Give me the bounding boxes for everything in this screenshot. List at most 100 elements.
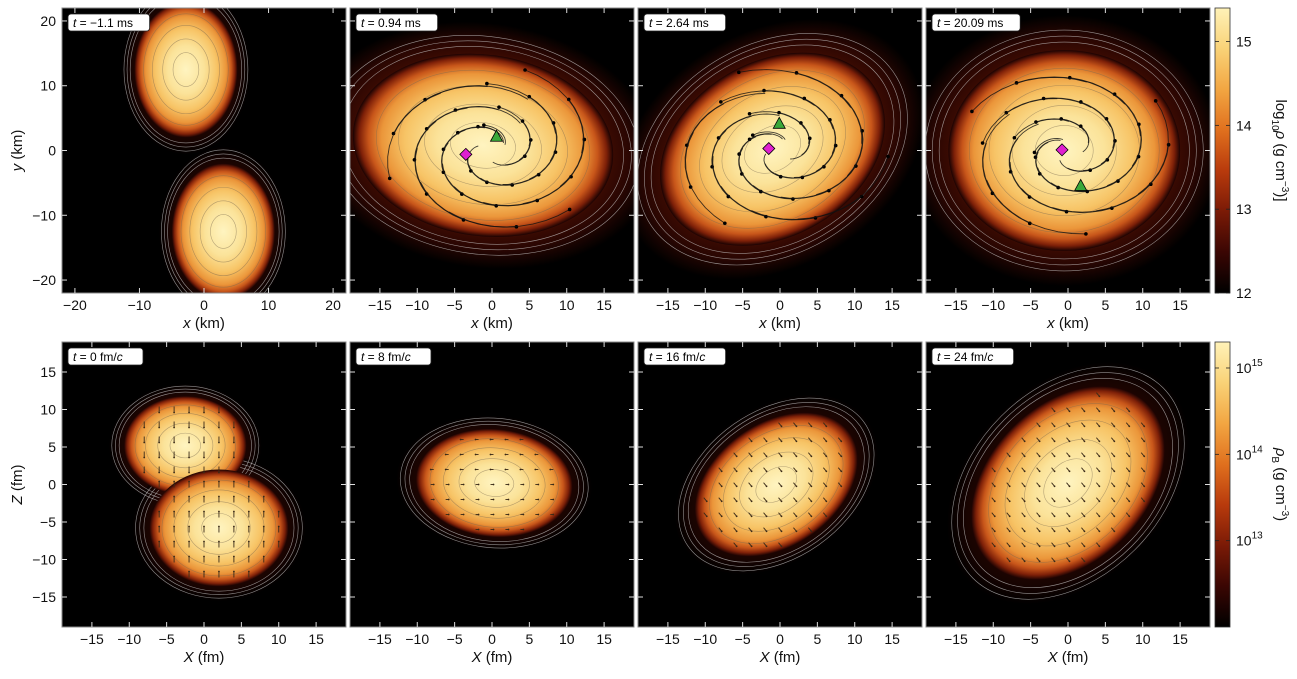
- tracer-point: [1032, 150, 1037, 155]
- velocity-arrowhead: [993, 545, 996, 548]
- x-tick-label: −15: [656, 631, 680, 647]
- velocity-arrowhead: [173, 495, 176, 498]
- velocity-arrowhead: [780, 425, 783, 428]
- velocity-arrowhead: [1143, 485, 1146, 488]
- x-tick-label: 10: [261, 297, 277, 313]
- velocity-arrowhead: [462, 498, 465, 501]
- velocity-arrowhead: [489, 468, 492, 471]
- density-contour: [951, 366, 1185, 600]
- density-contour: [650, 44, 895, 254]
- velocity-arrowhead: [432, 498, 435, 501]
- velocity-arrowhead: [188, 540, 190, 543]
- velocity-arrowhead: [1113, 515, 1116, 518]
- velocity-arrowhead: [203, 441, 205, 444]
- velocity-arrowhead: [188, 510, 190, 513]
- density-contour: [161, 149, 286, 293]
- colorbar-label: ρB (g cm−3): [1269, 447, 1290, 521]
- velocity-arrowhead: [750, 500, 753, 503]
- velocity-arrowhead: [477, 528, 480, 531]
- velocity-arrowhead: [795, 455, 798, 458]
- tracer-point: [482, 123, 486, 127]
- velocity-arrowhead: [1053, 410, 1056, 413]
- colorbar-tick-label: 1014: [1236, 444, 1263, 462]
- tracer-path: [524, 69, 584, 154]
- density-body: [134, 8, 238, 138]
- velocity-arrowhead: [993, 515, 996, 518]
- velocity-arrowhead: [750, 530, 753, 533]
- velocity-arrowhead: [1098, 485, 1101, 488]
- tracer-path: [387, 92, 441, 179]
- velocity-arrowhead: [825, 470, 828, 473]
- velocity-arrowhead: [720, 500, 723, 503]
- velocity-arrowhead: [993, 530, 996, 533]
- x-tick-label: 5: [525, 631, 533, 647]
- time-label-text: t = −1.1 ms: [73, 16, 133, 30]
- velocity-arrowhead: [188, 555, 190, 558]
- velocity-arrowhead: [1053, 440, 1056, 443]
- x-tick-label: −10: [128, 297, 152, 313]
- velocity-arrowhead: [795, 515, 798, 518]
- time-label: t = 0.94 ms: [355, 13, 438, 32]
- velocity-arrowhead: [1008, 515, 1011, 518]
- velocity-arrowhead: [1128, 440, 1131, 443]
- time-label: t = 2.64 ms: [643, 13, 726, 32]
- velocity-arrowhead: [203, 555, 205, 558]
- velocity-arrowhead: [247, 525, 250, 528]
- x-tick-label: −5: [1023, 297, 1039, 313]
- density-body: [352, 53, 614, 237]
- velocity-arrowhead: [780, 500, 783, 503]
- velocity-arrowhead: [218, 441, 220, 444]
- velocity-arrowhead: [720, 515, 723, 518]
- velocity-arrowhead: [810, 440, 813, 443]
- velocity-arrowhead: [143, 456, 146, 459]
- velocity-arrowhead: [277, 510, 280, 513]
- velocity-arrowhead: [705, 500, 708, 503]
- velocity-arrowhead: [1143, 500, 1146, 503]
- velocity-arrowhead: [1023, 545, 1026, 548]
- density-contour: [376, 69, 591, 221]
- velocity-arrowhead: [203, 456, 205, 459]
- velocity-arrowhead: [173, 441, 176, 444]
- velocity-arrowhead: [780, 470, 783, 473]
- velocity-arrowhead: [1008, 530, 1011, 533]
- velocity-arrowhead: [810, 515, 813, 518]
- velocity-arrowhead: [810, 500, 813, 503]
- panel-r0-0: [62, 8, 346, 293]
- velocity-arrowhead: [1008, 500, 1011, 503]
- x-tick-label: 15: [596, 297, 612, 313]
- tracer-path: [749, 111, 806, 129]
- x-tick-label: 10: [559, 297, 575, 313]
- time-label-box: [643, 347, 726, 366]
- time-label-text: t = 0 fm/c: [73, 350, 123, 364]
- x-tick-label: −5: [735, 297, 751, 313]
- panel-r1-0: [62, 342, 346, 627]
- tracer-path: [1014, 118, 1070, 139]
- velocity-arrowhead: [1098, 470, 1101, 473]
- time-label: t = 8 fm/c: [355, 347, 432, 366]
- velocity-arrowhead: [143, 471, 146, 474]
- triangle-marker: [772, 116, 786, 129]
- velocity-arrowhead: [993, 470, 996, 473]
- velocity-arrowhead: [780, 530, 783, 533]
- velocity-arrowhead: [277, 540, 280, 543]
- velocity-arrowhead: [750, 485, 753, 488]
- tracer-point: [1084, 232, 1088, 236]
- velocity-arrowhead: [1098, 425, 1101, 428]
- velocity-arrowhead: [1023, 470, 1026, 473]
- velocity-arrowhead: [1053, 515, 1056, 518]
- density-body: [971, 386, 1165, 580]
- velocity-arrowhead: [218, 456, 220, 459]
- y-tick-label: 10: [40, 78, 56, 94]
- x-tick-label: 10: [847, 297, 863, 313]
- tracer-path: [685, 132, 726, 224]
- tracer-point: [1153, 99, 1158, 103]
- time-label-text: t = 0.94 ms: [361, 16, 421, 30]
- velocity-arrowhead: [1053, 530, 1056, 533]
- velocity-arrowhead: [232, 441, 235, 444]
- velocity-arrowhead: [552, 513, 555, 516]
- velocity-arrowhead: [173, 510, 176, 513]
- velocity-arrowhead: [477, 483, 480, 486]
- velocity-arrowhead: [537, 513, 540, 516]
- velocity-arrowhead: [537, 483, 540, 486]
- x-tick-label: −15: [656, 297, 680, 313]
